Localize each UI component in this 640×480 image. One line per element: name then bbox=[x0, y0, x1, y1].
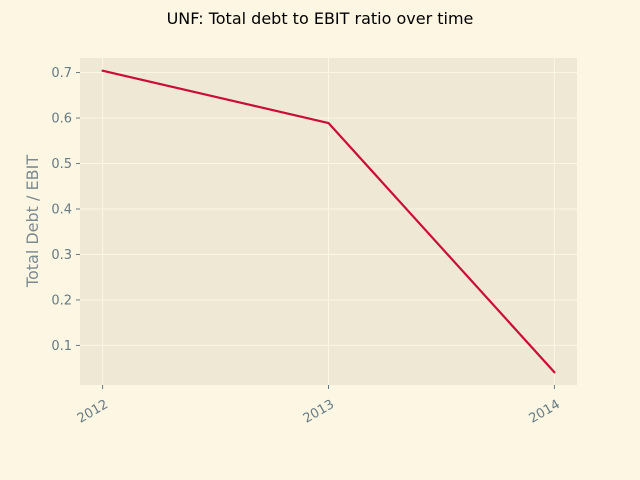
y-tick-label: 0.2 bbox=[51, 293, 72, 308]
x-tick-label: 2014 bbox=[527, 397, 563, 427]
y-tick-label: 0.7 bbox=[51, 66, 72, 81]
y-axis-label: Total Debt / EBIT bbox=[23, 155, 42, 288]
y-tick-labels: 0.1 0.2 0.3 0.4 0.5 0.6 0.7 bbox=[51, 66, 80, 354]
y-tick-label: 0.6 bbox=[51, 112, 72, 127]
chart-title: UNF: Total debt to EBIT ratio over time bbox=[167, 9, 474, 28]
y-tick-label: 0.5 bbox=[51, 157, 72, 172]
x-tick-label: 2013 bbox=[301, 397, 337, 427]
y-tick-label: 0.1 bbox=[51, 339, 72, 354]
series-layer bbox=[101, 69, 556, 374]
y-tick-label: 0.4 bbox=[51, 202, 72, 217]
y-tick-label: 0.3 bbox=[51, 248, 72, 263]
x-tick-label: 2012 bbox=[75, 397, 111, 427]
x-tick-labels: 2012 2013 2014 bbox=[75, 385, 563, 427]
grid-lines bbox=[80, 58, 577, 385]
